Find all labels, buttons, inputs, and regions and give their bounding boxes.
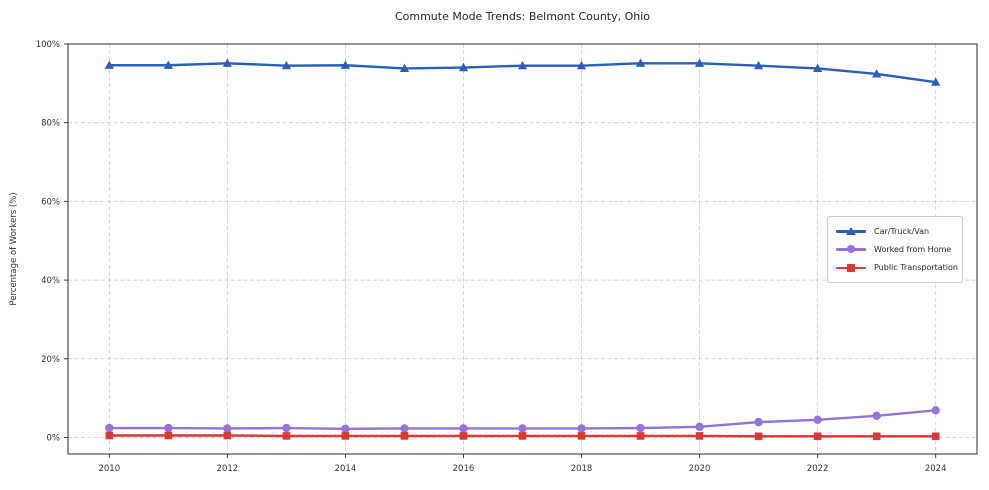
x-tick-label: 2010 <box>98 464 120 474</box>
chart-title: Commute Mode Trends: Belmont County, Ohi… <box>394 10 651 23</box>
x-tick-label: 2012 <box>217 464 239 474</box>
circle-marker-icon <box>847 245 855 254</box>
legend-label: Car/Truck/Van <box>874 226 930 236</box>
y-tick-label: 80% <box>41 119 60 129</box>
y-tick-label: 20% <box>41 355 60 365</box>
legend: Car/Truck/Van Worked from Home Public Tr… <box>827 216 963 283</box>
series-public-transportation <box>105 431 940 441</box>
series-car-truck-van <box>104 58 941 86</box>
axis-tick-labels: 2010 2012 2014 2016 2018 2020 2022 2024 0% 20% 40%… <box>36 40 947 474</box>
legend-swatch <box>836 225 866 237</box>
legend-item-public-transportation: Public Transportation <box>836 259 958 277</box>
axes-spines <box>67 43 978 455</box>
x-tick-label: 2016 <box>453 464 475 474</box>
x-tick-label: 2014 <box>335 464 357 474</box>
legend-item-worked-from-home: Worked from Home <box>836 240 954 258</box>
legend-swatch <box>836 262 866 274</box>
y-tick-label: 0% <box>47 433 61 443</box>
series-worked-from-home <box>105 406 940 434</box>
x-tick-label: 2022 <box>807 464 829 474</box>
x-tick-label: 2020 <box>689 464 711 474</box>
legend-item-car-truck-van: Car/Truck/Van <box>836 222 954 240</box>
triangle-marker-icon <box>846 227 856 236</box>
square-marker-icon <box>847 263 855 272</box>
y-tick-label: 100% <box>36 40 60 50</box>
x-tick-label: 2024 <box>925 464 947 474</box>
axis-ticks <box>64 43 937 458</box>
x-tick-label: 2018 <box>571 464 593 474</box>
legend-label: Public Transportation <box>874 263 958 273</box>
legend-swatch <box>836 243 866 255</box>
y-tick-label: 60% <box>41 197 60 207</box>
y-tick-label: 40% <box>41 276 60 286</box>
legend-label: Worked from Home <box>874 244 952 254</box>
